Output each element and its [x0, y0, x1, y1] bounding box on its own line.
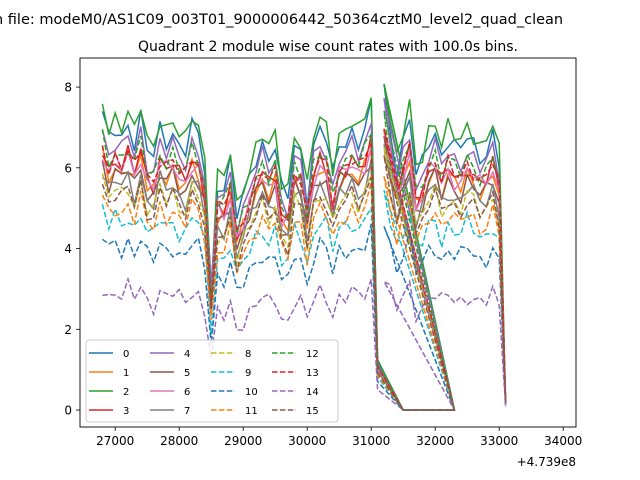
- x-axis-offset-text: +4.739e8: [517, 455, 576, 469]
- y-tick-label: 8: [64, 81, 72, 95]
- plot-frame: [79, 57, 577, 428]
- legend-label-8: 8: [245, 349, 251, 360]
- series-line-6: [101, 130, 507, 411]
- x-tick-label: 33000: [480, 434, 518, 448]
- legend-label-7: 7: [184, 406, 190, 417]
- series-line-4: [101, 97, 507, 411]
- legend-frame: [85, 339, 339, 423]
- x-axis: 27000 28000 29000 30000 31000 32000 33000 34000: [96, 427, 582, 448]
- x-tick-label: 27000: [96, 434, 134, 448]
- series-layer: [101, 83, 507, 411]
- legend-label-0: 0: [123, 349, 129, 360]
- x-tick-label: 32000: [416, 434, 454, 448]
- x-tick-label: 28000: [160, 434, 198, 448]
- legend-label-1: 1: [123, 368, 129, 379]
- legend-label-14: 14: [306, 387, 319, 398]
- series-line-14: [102, 276, 507, 411]
- legend-label-12: 12: [306, 349, 319, 360]
- legend-label-13: 13: [306, 368, 319, 379]
- y-axis: 0 2 4 6 8: [64, 81, 80, 418]
- legend-label-15: 15: [306, 406, 319, 417]
- legend-label-2: 2: [123, 387, 129, 398]
- y-tick-label: 2: [64, 323, 72, 337]
- y-tick-label: 6: [64, 161, 72, 175]
- series-line-5: [101, 135, 507, 411]
- series-line-2: [101, 83, 507, 411]
- legend-label-9: 9: [245, 368, 251, 379]
- x-tick-label: 34000: [544, 434, 582, 448]
- x-tick-label: 29000: [224, 434, 262, 448]
- series-line-8: [101, 147, 507, 411]
- series-line-10: [101, 223, 507, 411]
- legend-label-10: 10: [245, 387, 258, 398]
- legend-label-5: 5: [184, 368, 190, 379]
- legend-label-6: 6: [184, 387, 190, 398]
- y-tick-label: 4: [64, 242, 72, 256]
- x-tick-label: 31000: [352, 434, 390, 448]
- y-tick-label: 0: [64, 404, 72, 418]
- legend-label-4: 4: [184, 349, 190, 360]
- chart-title: Quadrant 2 module wise count rates with …: [138, 39, 518, 55]
- series-line-13: [101, 128, 507, 411]
- series-line-15: [101, 155, 507, 411]
- figure-suptitle: n file: modeM0/AS1C09_003T01_9000006442_…: [0, 12, 563, 28]
- legend-label-3: 3: [123, 406, 129, 417]
- legend-label-11: 11: [245, 406, 258, 417]
- x-tick-label: 30000: [288, 434, 326, 448]
- series-line-9: [101, 189, 507, 411]
- series-line-11: [101, 176, 507, 411]
